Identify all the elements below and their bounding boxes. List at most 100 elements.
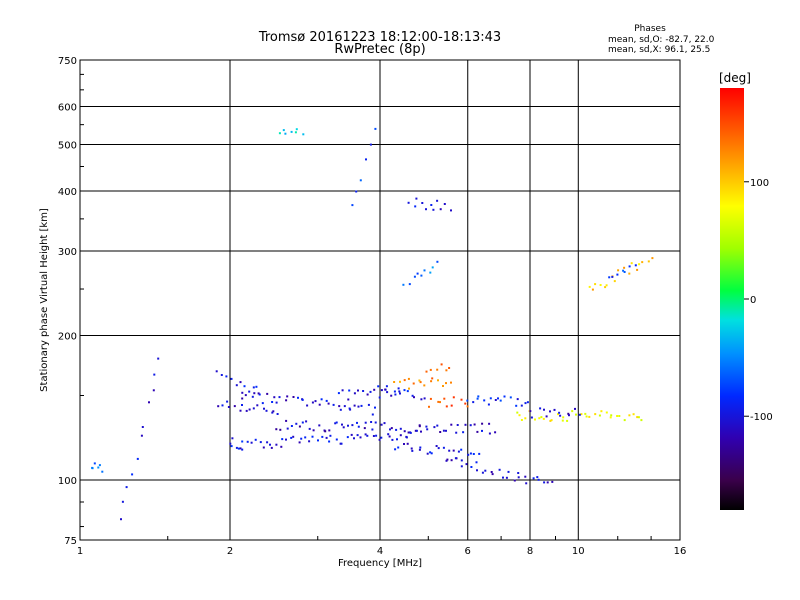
data-point: [285, 399, 288, 402]
data-point: [97, 466, 100, 469]
data-point: [407, 431, 410, 434]
data-point: [477, 395, 480, 398]
data-point: [266, 441, 269, 444]
data-point: [339, 408, 342, 411]
data-point: [628, 265, 631, 268]
data-point: [396, 438, 398, 441]
data-point: [342, 426, 345, 429]
data-point: [584, 412, 587, 415]
data-point: [101, 470, 104, 473]
data-point: [516, 411, 519, 414]
data-point: [241, 448, 244, 451]
data-point: [244, 394, 247, 397]
data-point: [443, 203, 446, 205]
data-point: [460, 448, 463, 451]
data-point: [295, 422, 298, 425]
data-point: [233, 405, 236, 408]
data-point: [429, 397, 432, 400]
data-point: [140, 434, 143, 437]
data-point: [491, 473, 494, 476]
data-point: [263, 407, 265, 410]
data-point: [226, 400, 229, 403]
data-point: [390, 394, 393, 397]
data-point: [250, 441, 253, 444]
data-point: [258, 393, 261, 396]
data-point: [364, 433, 367, 436]
data-point: [526, 401, 529, 404]
colorbar-tick-label: 100: [750, 178, 769, 189]
data-point: [398, 390, 401, 393]
data-point: [257, 392, 260, 395]
data-point: [628, 414, 631, 417]
data-point: [520, 419, 523, 421]
data-point: [594, 283, 597, 286]
data-point: [285, 419, 288, 422]
data-point: [515, 404, 518, 407]
data-point: [294, 131, 297, 134]
data-point: [410, 447, 413, 450]
data-point: [279, 428, 282, 431]
data-point: [481, 429, 483, 432]
data-point: [380, 389, 383, 392]
data-point: [241, 440, 244, 443]
data-point: [369, 143, 372, 146]
data-point: [397, 446, 400, 449]
data-point: [394, 393, 397, 396]
data-point: [254, 438, 257, 441]
data-point: [465, 463, 468, 466]
data-point: [428, 405, 430, 408]
data-point: [350, 433, 353, 436]
data-point: [609, 416, 612, 419]
data-point: [651, 257, 654, 260]
data-point: [229, 442, 232, 445]
data-point: [566, 419, 569, 422]
data-point: [248, 390, 251, 393]
data-point: [394, 448, 397, 451]
data-point: [467, 453, 470, 456]
data-point: [407, 377, 410, 380]
data-point: [505, 476, 508, 479]
data-point: [598, 414, 601, 417]
x-axis-label: Frequency [MHz]: [338, 558, 422, 569]
data-point: [433, 426, 436, 429]
data-point: [359, 436, 362, 439]
data-point: [275, 401, 278, 404]
data-point: [272, 410, 275, 413]
data-point: [509, 396, 512, 399]
data-point: [239, 409, 242, 412]
data-point: [532, 477, 535, 480]
data-point: [630, 262, 633, 265]
data-point: [588, 285, 591, 288]
data-point: [549, 419, 552, 422]
data-point: [125, 486, 128, 489]
data-point: [475, 461, 478, 464]
data-point: [402, 283, 405, 286]
data-point: [327, 402, 330, 405]
data-point: [450, 209, 452, 212]
data-point: [393, 390, 396, 393]
stats-line-o: mean, sd,O: -82.7, 22.0: [608, 35, 715, 45]
data-point: [324, 430, 327, 433]
scatter-points: [91, 127, 654, 521]
data-point: [545, 415, 548, 418]
data-point: [543, 408, 545, 411]
data-point: [312, 429, 315, 432]
data-point: [273, 396, 276, 399]
data-point: [412, 382, 415, 385]
data-point: [478, 452, 481, 455]
data-point: [636, 416, 639, 419]
data-point: [393, 381, 396, 383]
data-point: [499, 399, 502, 402]
data-point: [546, 481, 549, 484]
data-point: [640, 419, 643, 422]
data-point: [416, 272, 419, 275]
data-point: [460, 398, 463, 401]
data-point: [261, 402, 264, 405]
data-point: [365, 158, 367, 161]
data-point: [347, 398, 350, 401]
data-point: [343, 405, 346, 408]
data-point: [245, 409, 248, 412]
data-point: [276, 413, 279, 415]
data-point: [437, 400, 440, 403]
data-point: [301, 421, 304, 424]
